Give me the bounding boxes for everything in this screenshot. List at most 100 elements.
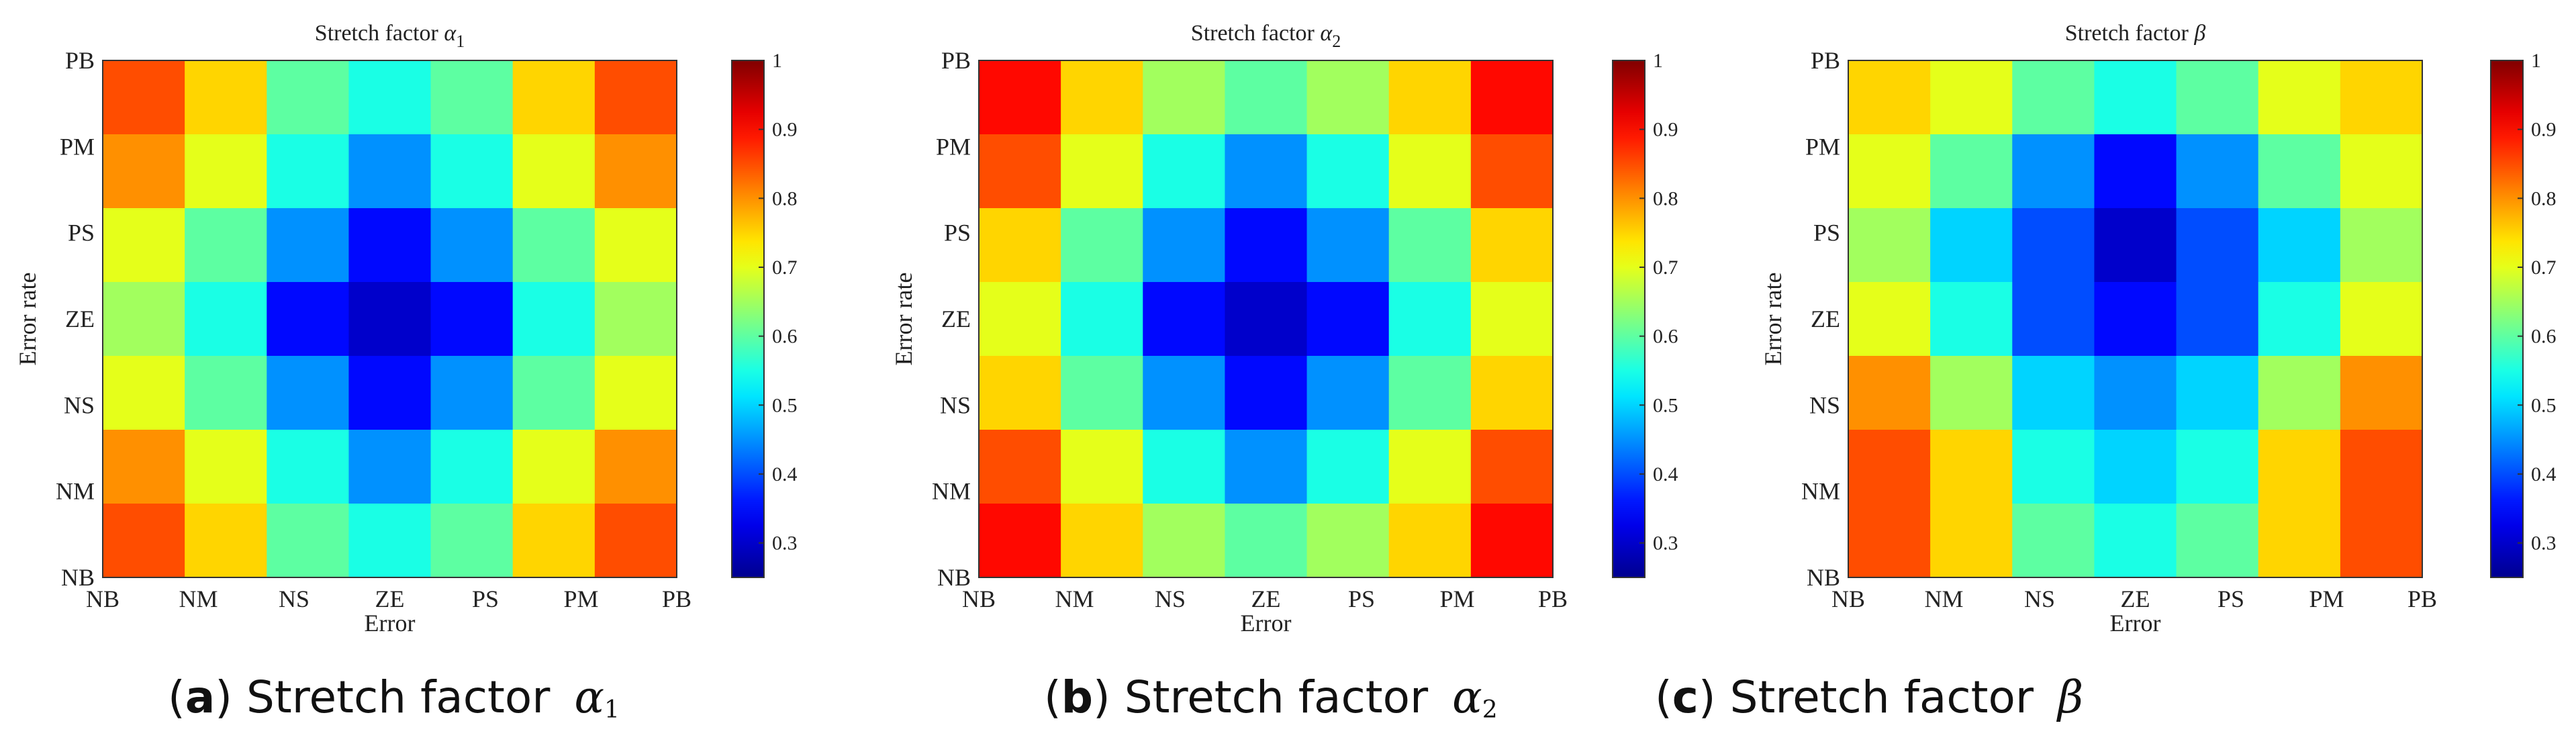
y-tick-label: PS [68, 220, 95, 246]
heatmap-cell [1306, 504, 1390, 578]
heatmap-cell [1143, 282, 1226, 357]
heatmap-cell [1388, 208, 1472, 283]
heatmap-cell [1470, 282, 1554, 357]
colorbar-tick-label: 0.7 [1653, 256, 1678, 279]
heatmap-cell [1388, 134, 1472, 209]
heatmap-cell [1848, 282, 1931, 357]
heatmap-cell [348, 356, 432, 430]
heatmap-cell [979, 504, 1061, 578]
y-tick-label: PB [65, 47, 95, 74]
heatmap-cell [2258, 134, 2341, 209]
heatmap-cell [267, 430, 350, 504]
caption-a-symbol-char: α [574, 671, 605, 723]
heatmap-cell [1061, 60, 1143, 135]
caption-c-id: c [1672, 671, 1699, 723]
heatmap-cell [2340, 60, 2423, 135]
heatmap-cell [103, 282, 185, 357]
heatmap-cell [1225, 430, 1308, 504]
plot-border [102, 60, 677, 578]
x-tick-label: PS [472, 585, 499, 612]
heatmap-cell [103, 60, 185, 135]
heatmap-cell [1848, 356, 1931, 430]
caption-a-text: Stretch factor [246, 671, 551, 723]
heatmap-cell [185, 134, 267, 209]
heatmap-cell [185, 430, 267, 504]
caption-b-text: Stretch factor [1124, 671, 1429, 723]
heatmap-cell [103, 208, 185, 283]
colorbar-tick-label: 1 [772, 50, 782, 72]
heatmap-cell [2094, 430, 2177, 504]
heatmap-cell [2258, 430, 2341, 504]
heatmap-cell [1306, 430, 1390, 504]
plot-border [978, 60, 1554, 578]
caption-a-symbol: α1 [574, 671, 620, 724]
heatmap-cell [1388, 60, 1472, 135]
heatmap-cell [185, 208, 267, 283]
y-tick-label: NB [1807, 564, 1840, 591]
y-tick-label: PM [1805, 133, 1840, 160]
caption-a-id: a [185, 671, 216, 723]
heatmap-cell [1388, 356, 1472, 430]
x-tick-label: NB [962, 585, 996, 612]
heatmap-cell [2094, 282, 2177, 357]
x-tick-label: PB [662, 585, 691, 612]
heatmap-cell [430, 504, 514, 578]
heatmap-cell [1930, 208, 2013, 283]
heatmap-cell [267, 208, 350, 283]
y-axis-label: Error rate [890, 273, 917, 366]
x-tick-label: ZE [1251, 585, 1281, 612]
heatmap-cell [1143, 208, 1226, 283]
heatmap-cell [267, 282, 350, 357]
heatmap-cell [2258, 504, 2341, 578]
heatmap-cell [1143, 60, 1226, 135]
x-axis-label: Error [1241, 610, 1292, 637]
heatmap-cell [1470, 208, 1554, 283]
colorbar-tick-label: 0.9 [2531, 119, 2557, 141]
heatmap-cell [1930, 282, 2013, 357]
heatmap-cell [2340, 208, 2423, 283]
y-tick-label: PB [1811, 47, 1840, 74]
y-axis-label: Error rate [14, 273, 41, 366]
colorbar-tick-label: 0.9 [772, 119, 798, 141]
heatmap-cell [2176, 208, 2259, 283]
heatmap-cell [267, 134, 350, 209]
colorbar-tick-label: 0.7 [772, 256, 798, 279]
heatmap-cell [1306, 282, 1390, 357]
x-tick-label: PS [1348, 585, 1375, 612]
heatmap-cell [185, 282, 267, 357]
heatmap-cell [1848, 134, 1931, 209]
heatmap-cell [1930, 60, 2013, 135]
heatmap-cell [430, 134, 514, 209]
caption-c-symbol: β [2058, 671, 2083, 723]
heatmap-cell [512, 60, 595, 135]
heatmap-cell [103, 134, 185, 209]
heatmap-cell [1225, 282, 1308, 357]
heatmap-cell [979, 60, 1061, 135]
colorbar-tick-label: 0.8 [772, 187, 798, 209]
y-axis-label: Error rate [1760, 273, 1786, 366]
heatmap-cell [1061, 208, 1143, 283]
caption-b-id: b [1061, 671, 1093, 723]
heatmap-cell [1470, 60, 1554, 135]
heatmap-cell [2176, 504, 2259, 578]
heatmap-cell [1848, 430, 1931, 504]
y-tick-label: PM [60, 133, 95, 160]
caption-a-symbol-sub: 1 [604, 696, 620, 724]
y-tick-label: NM [1801, 478, 1840, 505]
colorbar-tick-label: 0.6 [2531, 326, 2557, 348]
x-tick-label: NM [1055, 585, 1094, 612]
heatmap-cell [1061, 504, 1143, 578]
heatmap-cell [1306, 134, 1390, 209]
heatmap-cell [594, 208, 677, 283]
heatmap-cell [2258, 356, 2341, 430]
heatmap-cell [185, 356, 267, 430]
heatmap-cell [979, 356, 1061, 430]
colorbar-tick-label: 0.8 [2531, 187, 2557, 209]
heatmap-cell [594, 356, 677, 430]
heatmap-cell [594, 504, 677, 578]
colorbar-tick-label: 0.6 [772, 326, 798, 348]
heatmap-cell [348, 430, 432, 504]
heatmap-cell [1143, 356, 1226, 430]
